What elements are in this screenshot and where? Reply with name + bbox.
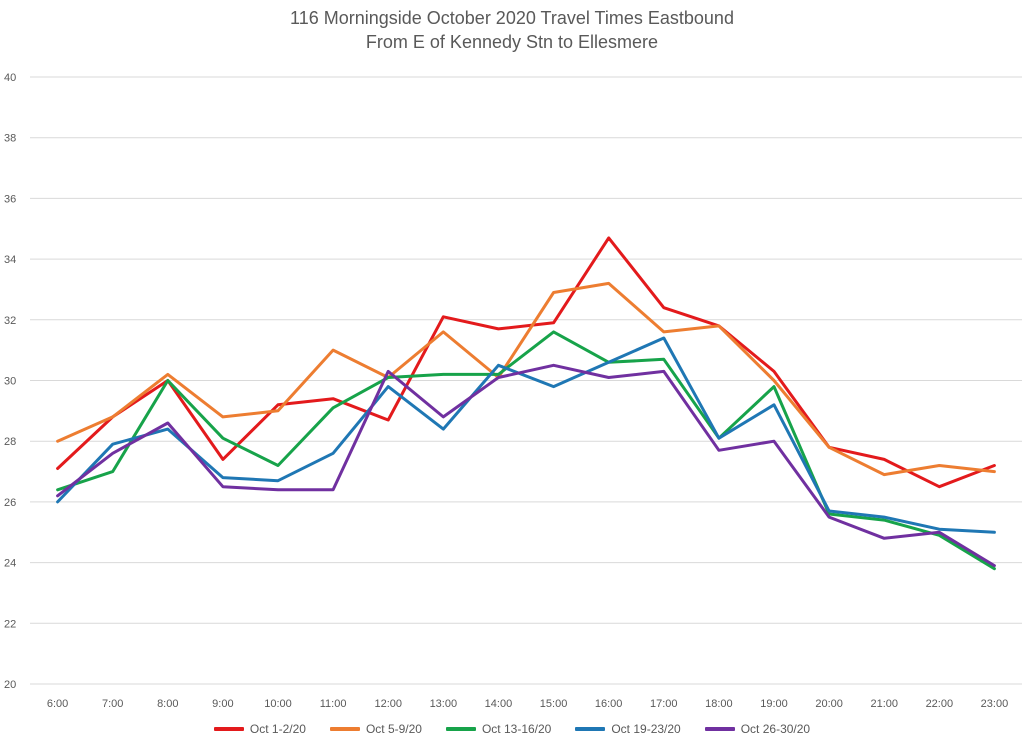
x-tick-label: 21:00 bbox=[870, 698, 898, 710]
legend-label: Oct 19-23/20 bbox=[611, 722, 681, 736]
y-tick-label: 40 bbox=[4, 72, 16, 84]
legend: Oct 1-2/20 Oct 5-9/20 Oct 13-16/20 Oct 19-2… bbox=[0, 722, 1024, 736]
legend-swatch bbox=[445, 727, 476, 731]
x-tick-label: 14:00 bbox=[485, 698, 513, 710]
x-tick-label: 18:00 bbox=[705, 698, 733, 710]
x-tick-label: 15:00 bbox=[540, 698, 568, 710]
legend-swatch bbox=[704, 727, 735, 731]
legend-swatch bbox=[329, 727, 360, 731]
chart-title: 116 Morningside October 2020 Travel Time… bbox=[290, 8, 734, 28]
x-tick-label: 8:00 bbox=[157, 698, 178, 710]
y-axis-ticks: 20 22 24 26 28 30 32 34 36 38 40 bbox=[4, 72, 16, 691]
x-tick-label: 10:00 bbox=[264, 698, 292, 710]
legend-item: Oct 26-30/20 bbox=[704, 722, 811, 736]
y-tick-label: 24 bbox=[4, 558, 16, 570]
y-tick-label: 28 bbox=[4, 436, 16, 448]
y-tick-label: 38 bbox=[4, 133, 16, 145]
chart-subtitle: From E of Kennedy Stn to Ellesmere bbox=[365, 32, 659, 52]
chart-title-block: 116 Morningside October 2020 Travel Time… bbox=[0, 6, 1024, 54]
x-tick-label: 19:00 bbox=[760, 698, 788, 710]
y-tick-label: 30 bbox=[4, 376, 16, 388]
x-tick-label: 11:00 bbox=[320, 698, 347, 710]
x-tick-label: 16:00 bbox=[595, 698, 623, 710]
legend-label: Oct 13-16/20 bbox=[481, 722, 552, 736]
series-line-1 bbox=[56, 236, 996, 489]
legend-swatch bbox=[213, 727, 244, 731]
legend-label: Oct 26-30/20 bbox=[740, 722, 811, 736]
y-tick-label: 22 bbox=[4, 618, 16, 630]
series-line-4 bbox=[56, 336, 996, 534]
x-tick-label: 7:00 bbox=[102, 698, 123, 710]
x-tick-label: 12:00 bbox=[374, 698, 402, 710]
x-tick-label: 22:00 bbox=[926, 698, 954, 710]
series-line-3 bbox=[56, 330, 996, 571]
legend-label: Oct 1-2/20 bbox=[249, 722, 306, 736]
x-tick-label: 23:00 bbox=[981, 698, 1009, 710]
x-tick-label: 17:00 bbox=[650, 698, 678, 710]
x-tick-label: 6:00 bbox=[47, 698, 68, 710]
series-line-2 bbox=[56, 281, 996, 477]
legend-swatch bbox=[575, 727, 606, 731]
y-tick-label: 26 bbox=[4, 497, 16, 509]
legend-item: Oct 5-9/20 bbox=[329, 722, 422, 736]
series-line-5 bbox=[56, 363, 996, 568]
y-tick-label: 34 bbox=[4, 254, 16, 266]
y-tick-label: 36 bbox=[4, 193, 16, 205]
x-tick-label: 13:00 bbox=[430, 698, 458, 710]
y-tick-label: 20 bbox=[4, 679, 16, 691]
x-tick-label: 20:00 bbox=[815, 698, 843, 710]
series-lines bbox=[56, 236, 996, 571]
legend-item: Oct 19-23/20 bbox=[575, 722, 681, 736]
legend-item: Oct 1-2/20 bbox=[213, 722, 306, 736]
legend-item: Oct 13-16/20 bbox=[445, 722, 552, 736]
gridlines bbox=[30, 76, 1022, 685]
legend-label: Oct 5-9/20 bbox=[365, 722, 422, 736]
x-tick-label: 9:00 bbox=[212, 698, 233, 710]
y-tick-label: 32 bbox=[4, 315, 16, 327]
x-axis-ticks: 6:00 7:00 8:00 9:00 10:00 11:00 12:00 13:00 14:0… bbox=[47, 698, 1008, 710]
